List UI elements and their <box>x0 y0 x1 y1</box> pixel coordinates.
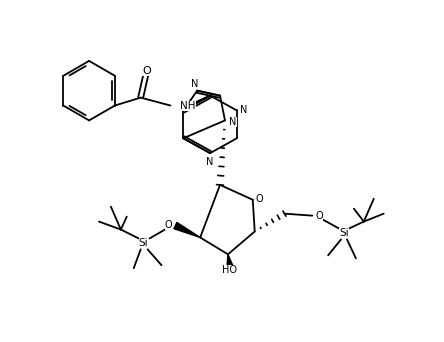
Text: N: N <box>190 79 198 89</box>
Text: HO: HO <box>222 265 238 275</box>
Text: O: O <box>315 211 323 221</box>
Text: O: O <box>256 194 263 204</box>
Polygon shape <box>227 254 233 267</box>
Text: NH: NH <box>180 101 196 110</box>
Text: N: N <box>240 105 247 116</box>
Polygon shape <box>174 222 200 237</box>
Text: N: N <box>206 157 214 167</box>
Text: O: O <box>165 220 172 229</box>
Text: Si: Si <box>339 228 349 238</box>
Text: N: N <box>229 117 237 128</box>
Text: Si: Si <box>139 238 148 248</box>
Text: O: O <box>142 66 151 76</box>
